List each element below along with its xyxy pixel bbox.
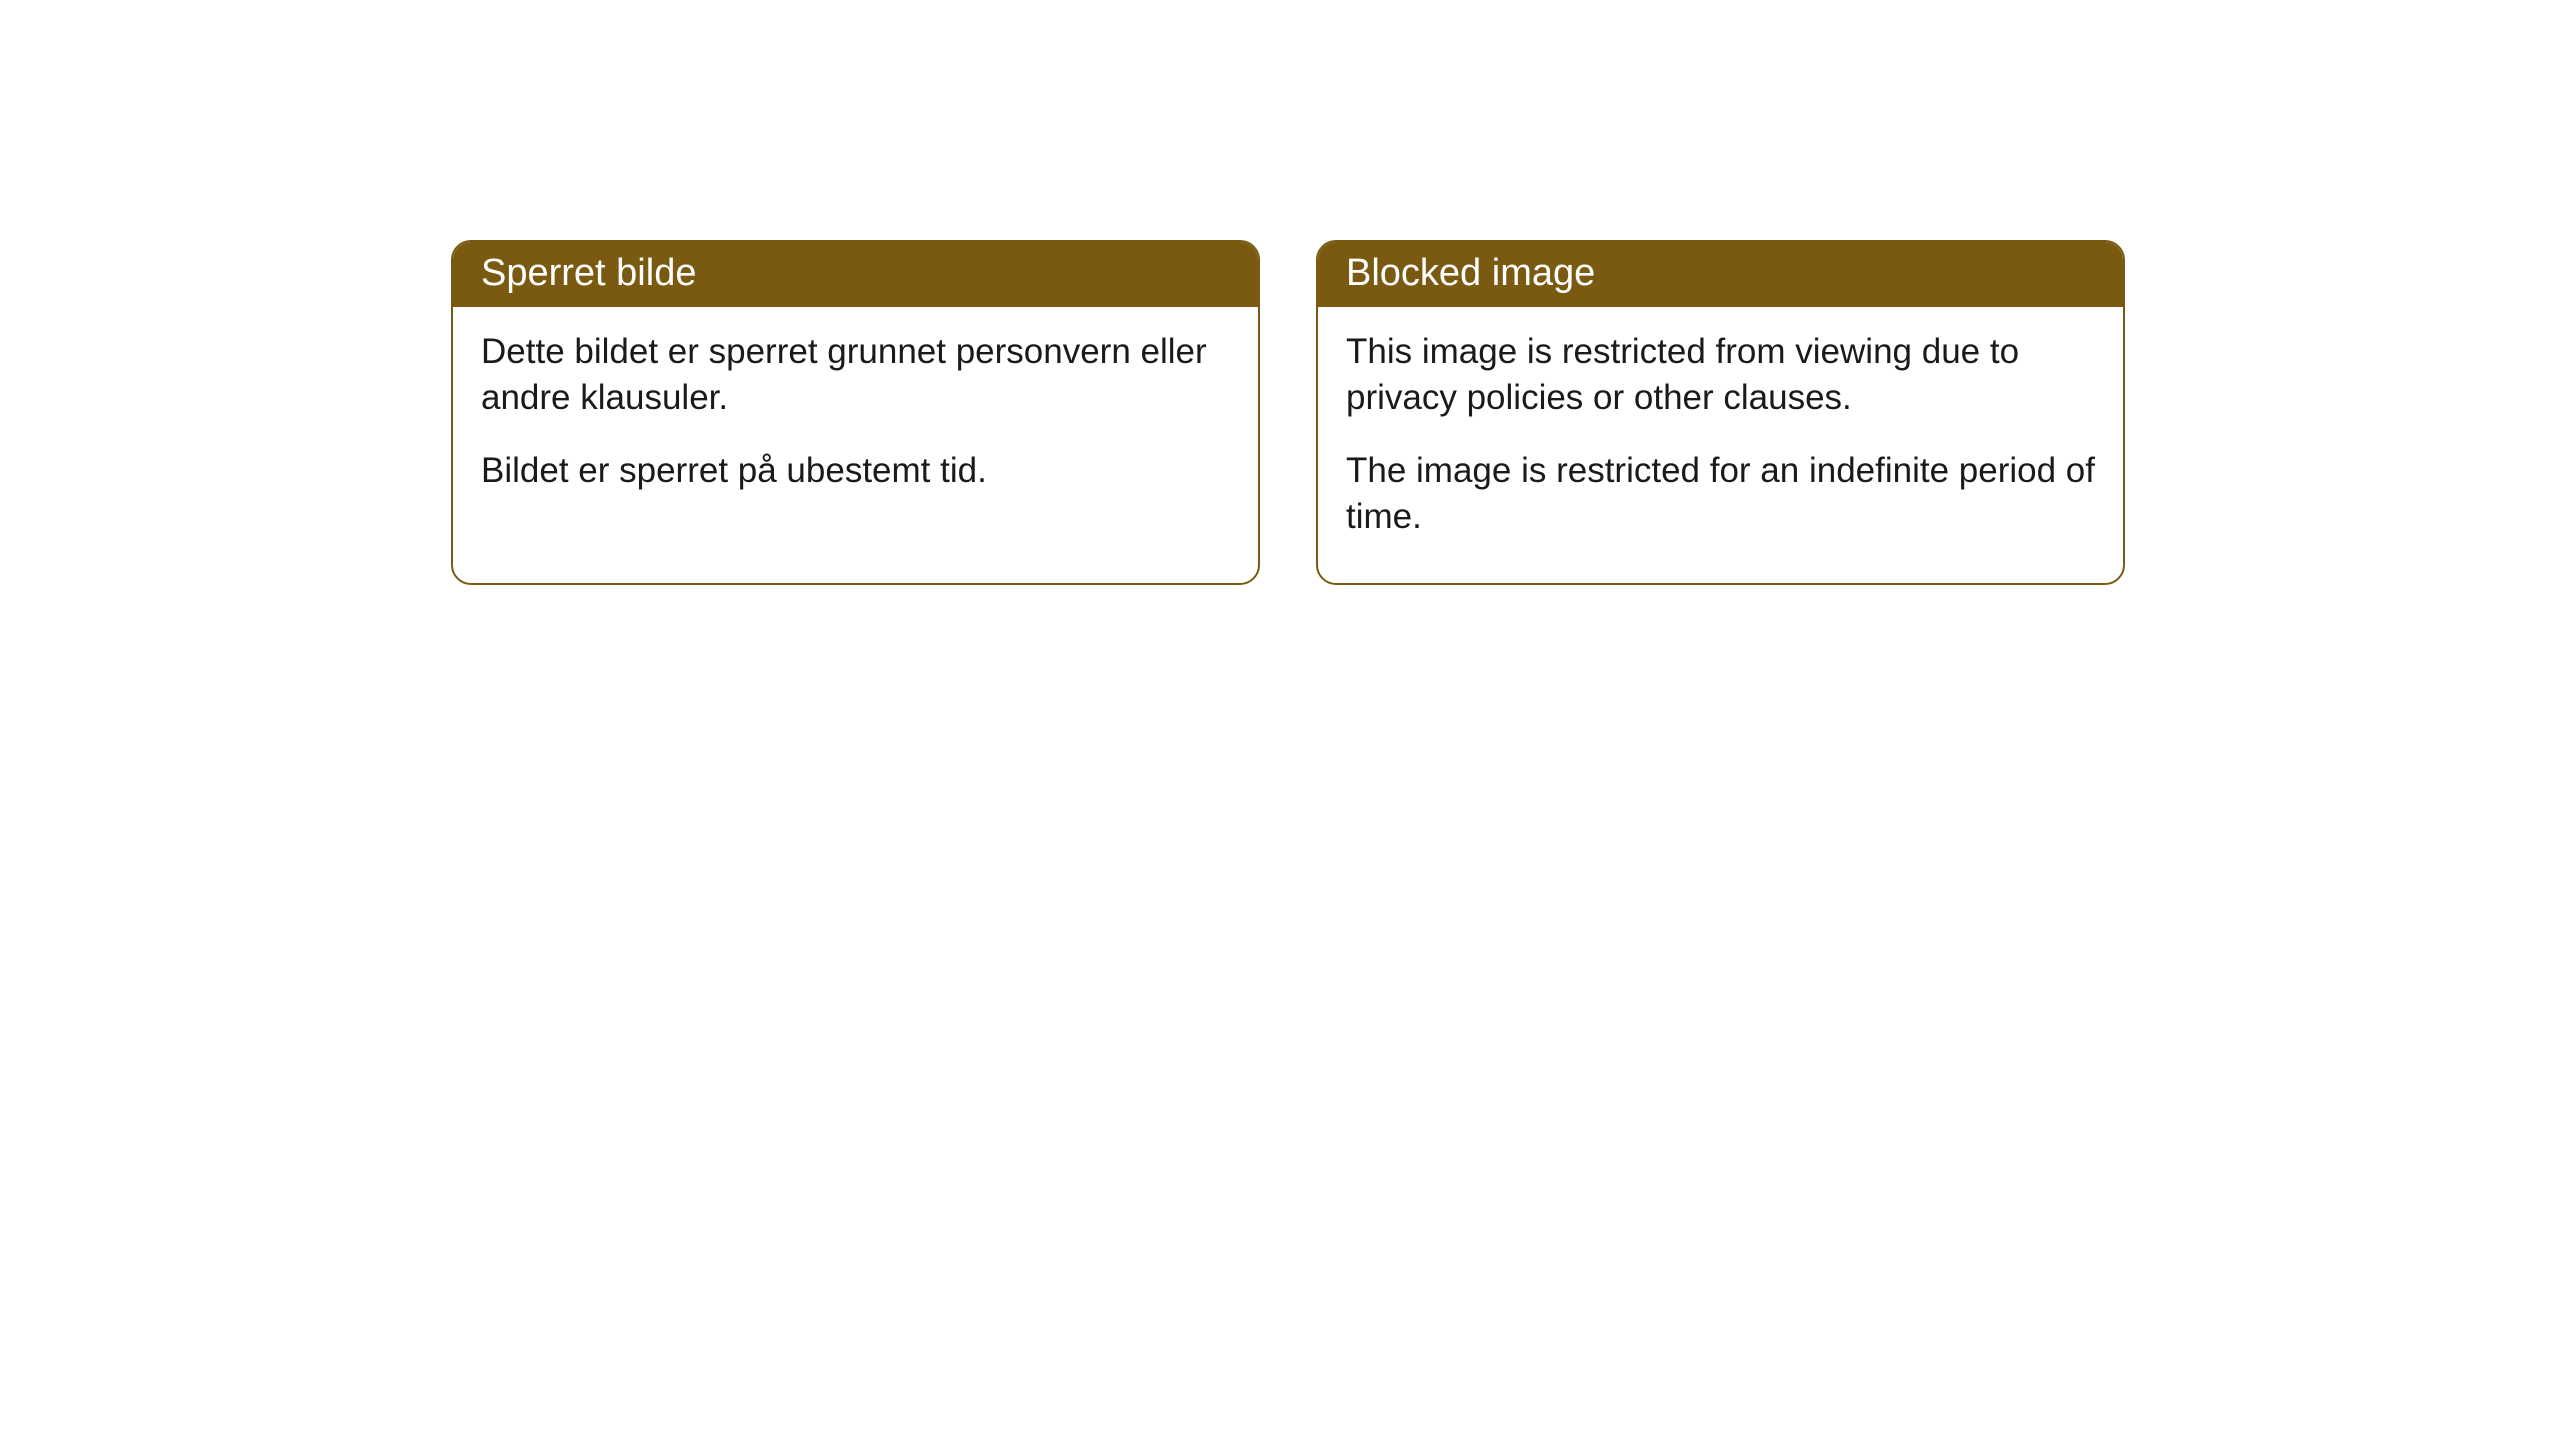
notice-body: Dette bildet er sperret grunnet personve…	[453, 307, 1258, 538]
notice-header: Blocked image	[1318, 242, 2123, 307]
notice-paragraph: The image is restricted for an indefinit…	[1346, 448, 2095, 539]
notice-card-english: Blocked image This image is restricted f…	[1316, 240, 2125, 585]
notice-card-norwegian: Sperret bilde Dette bildet er sperret gr…	[451, 240, 1260, 585]
notice-cards-container: Sperret bilde Dette bildet er sperret gr…	[451, 240, 2560, 585]
notice-paragraph: Bildet er sperret på ubestemt tid.	[481, 448, 1230, 494]
notice-body: This image is restricted from viewing du…	[1318, 307, 2123, 583]
notice-paragraph: This image is restricted from viewing du…	[1346, 329, 2095, 420]
notice-paragraph: Dette bildet er sperret grunnet personve…	[481, 329, 1230, 420]
notice-header: Sperret bilde	[453, 242, 1258, 307]
